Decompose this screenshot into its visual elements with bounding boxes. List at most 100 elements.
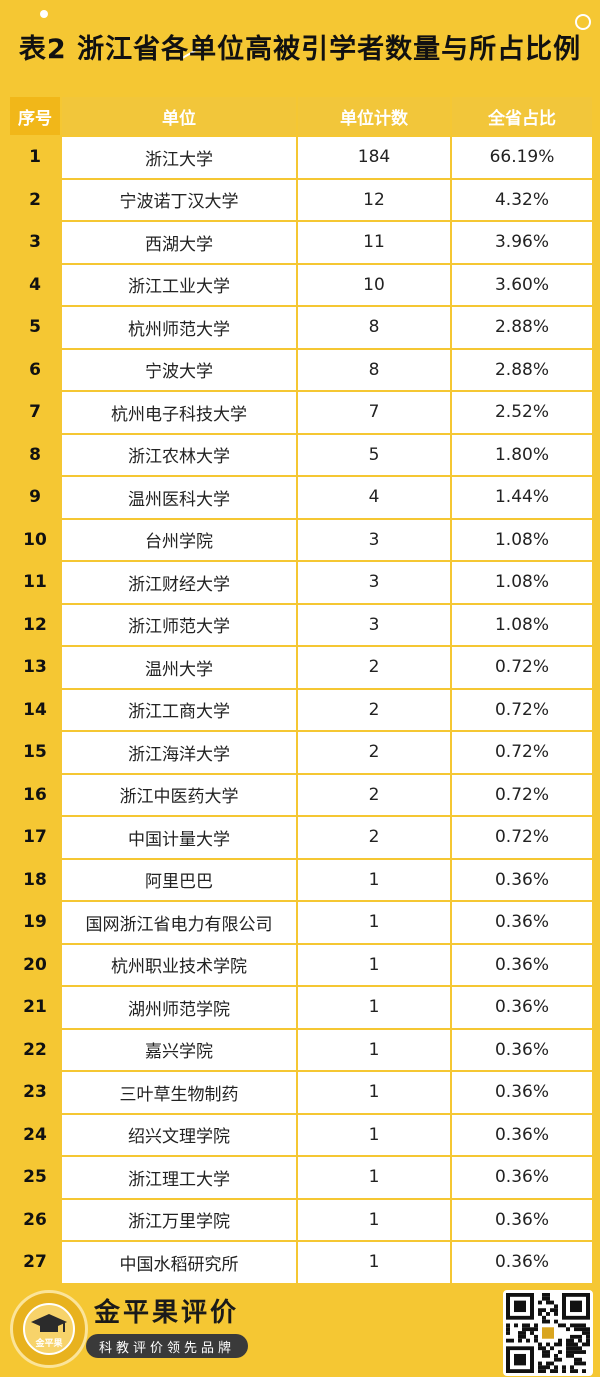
row-index: 14: [8, 687, 62, 732]
row-index: 6: [8, 347, 62, 392]
row-unit: 浙江农林大学: [60, 432, 298, 477]
row-unit: 国网浙江省电力有限公司: [60, 900, 298, 945]
row-count: 8: [296, 305, 452, 350]
row-count: 184: [296, 135, 452, 180]
row-index: 10: [8, 517, 62, 562]
row-percent: 2.88%: [450, 347, 594, 392]
row-percent: 4.32%: [450, 177, 594, 222]
row-percent: 0.72%: [450, 730, 594, 775]
table-row: 9 温州医科大学 4 1.44%: [8, 475, 594, 520]
row-index: 4: [8, 262, 62, 307]
table-header-row: 序号 单位 单位计数 全省占比: [8, 95, 594, 137]
brand-logo: 金平果: [10, 1290, 88, 1368]
row-count: 1: [296, 1197, 452, 1242]
row-count: 1: [296, 1155, 452, 1200]
qr-code-icon: [506, 1293, 590, 1373]
row-count: 1: [296, 1112, 452, 1157]
row-percent: 0.36%: [450, 985, 594, 1030]
table-row: 17 中国计量大学 2 0.72%: [8, 815, 594, 860]
row-index: 12: [8, 602, 62, 647]
row-count: 8: [296, 347, 452, 392]
row-unit: 浙江师范大学: [60, 602, 298, 647]
row-percent: 0.36%: [450, 1155, 594, 1200]
row-unit: 浙江中医药大学: [60, 772, 298, 817]
table-row: 21 湖州师范学院 1 0.36%: [8, 985, 594, 1030]
row-index: 7: [8, 390, 62, 435]
row-percent: 0.72%: [450, 772, 594, 817]
table-body: 1 浙江大学 184 66.19% 2 宁波诺丁汉大学 12 4.32% 3 西湖大学 11 3.96…: [8, 135, 594, 1285]
row-unit: 嘉兴学院: [60, 1027, 298, 1072]
row-index: 15: [8, 730, 62, 775]
table-row: 20 杭州职业技术学院 1 0.36%: [8, 942, 594, 987]
row-index: 8: [8, 432, 62, 477]
row-index: 5: [8, 305, 62, 350]
row-index: 3: [8, 220, 62, 265]
table-row: 23 三叶草生物制药 1 0.36%: [8, 1070, 594, 1115]
row-unit: 三叶草生物制药: [60, 1070, 298, 1115]
row-index: 21: [8, 985, 62, 1030]
row-unit: 杭州电子科技大学: [60, 390, 298, 435]
row-unit: 温州医科大学: [60, 475, 298, 520]
row-percent: 1.08%: [450, 517, 594, 562]
row-index: 1: [8, 135, 62, 180]
header-percent: 全省占比: [450, 95, 594, 137]
table-row: 18 阿里巴巴 1 0.36%: [8, 857, 594, 902]
row-count: 1: [296, 857, 452, 902]
row-count: 3: [296, 560, 452, 605]
table-row: 2 宁波诺丁汉大学 12 4.32%: [8, 177, 594, 222]
table-row: 8 浙江农林大学 5 1.80%: [8, 432, 594, 477]
table-row: 15 浙江海洋大学 2 0.72%: [8, 730, 594, 775]
row-percent: 2.88%: [450, 305, 594, 350]
row-unit: 浙江大学: [60, 135, 298, 180]
row-count: 1: [296, 942, 452, 987]
row-unit: 浙江财经大学: [60, 560, 298, 605]
table-row: 1 浙江大学 184 66.19%: [8, 135, 594, 180]
row-percent: 1.08%: [450, 602, 594, 647]
row-index: 11: [8, 560, 62, 605]
row-index: 9: [8, 475, 62, 520]
row-index: 26: [8, 1197, 62, 1242]
table-row: 14 浙江工商大学 2 0.72%: [8, 687, 594, 732]
brand-slogan: 科教评价领先品牌: [86, 1334, 248, 1358]
row-index: 20: [8, 942, 62, 987]
row-percent: 0.36%: [450, 857, 594, 902]
row-percent: 3.60%: [450, 262, 594, 307]
qr-code[interactable]: [503, 1290, 593, 1376]
row-count: 4: [296, 475, 452, 520]
header-index: 序号: [8, 95, 62, 137]
row-index: 23: [8, 1070, 62, 1115]
row-index: 17: [8, 815, 62, 860]
row-percent: 0.36%: [450, 1112, 594, 1157]
row-percent: 66.19%: [450, 135, 594, 180]
row-unit: 阿里巴巴: [60, 857, 298, 902]
row-count: 12: [296, 177, 452, 222]
row-index: 16: [8, 772, 62, 817]
row-index: 2: [8, 177, 62, 222]
table-row: 24 绍兴文理学院 1 0.36%: [8, 1112, 594, 1157]
row-count: 3: [296, 517, 452, 562]
row-unit: 绍兴文理学院: [60, 1112, 298, 1157]
row-count: 3: [296, 602, 452, 647]
row-count: 2: [296, 772, 452, 817]
logo-text: 金平果: [34, 1337, 63, 1349]
row-unit: 中国计量大学: [60, 815, 298, 860]
table-row: 25 浙江理工大学 1 0.36%: [8, 1155, 594, 1200]
data-table: 序号 单位 单位计数 全省占比 1 浙江大学 184 66.19% 2 宁波诺丁汉大学 12…: [8, 95, 594, 1285]
row-unit: 杭州职业技术学院: [60, 942, 298, 987]
table-row: 12 浙江师范大学 3 1.08%: [8, 602, 594, 647]
row-percent: 0.36%: [450, 1070, 594, 1115]
page-title: 表2 浙江省各单位高被引学者数量与所占比例: [18, 33, 582, 65]
row-unit: 浙江万里学院: [60, 1197, 298, 1242]
row-unit: 台州学院: [60, 517, 298, 562]
row-percent: 0.36%: [450, 942, 594, 987]
decor-ring: [575, 14, 591, 30]
row-index: 19: [8, 900, 62, 945]
row-unit: 西湖大学: [60, 220, 298, 265]
row-unit: 湖州师范学院: [60, 985, 298, 1030]
row-unit: 温州大学: [60, 645, 298, 690]
row-unit: 宁波大学: [60, 347, 298, 392]
row-unit: 中国水稻研究所: [60, 1240, 298, 1285]
row-count: 2: [296, 730, 452, 775]
header-count: 单位计数: [296, 95, 452, 137]
graduation-cap-icon: 金平果: [23, 1303, 75, 1355]
